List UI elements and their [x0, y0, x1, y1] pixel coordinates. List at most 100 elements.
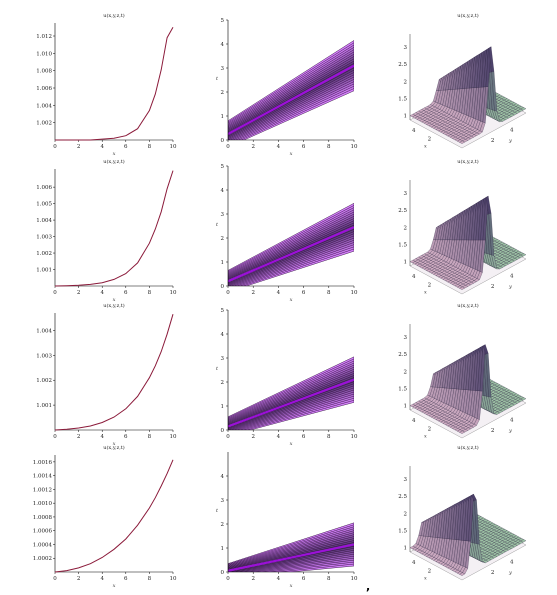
- x-tick-label: 2: [251, 434, 255, 440]
- y-tick-label: 1.001: [36, 268, 52, 274]
- y-tick-label: 3: [221, 66, 225, 72]
- y-tick-label: 1.0008: [33, 515, 53, 521]
- x-tick-label: 10: [170, 144, 177, 150]
- band-group: [228, 40, 354, 140]
- plot-title: u(x,y,z,t): [457, 12, 479, 19]
- band-group: [228, 356, 354, 430]
- x-tick-label: 4: [100, 576, 104, 582]
- y-tick-label: 1.0016: [33, 460, 53, 466]
- z-tick-label: 1.5: [398, 529, 407, 535]
- x-tick-label: 4: [277, 576, 281, 582]
- x-tick-label: 4: [277, 144, 281, 150]
- x-tick-label: 2: [428, 137, 432, 143]
- band-group: [228, 202, 354, 286]
- series-line-1: [54, 459, 174, 573]
- plot-title: u(x,y,z,t): [457, 158, 479, 165]
- y-tick-label: 1: [221, 546, 225, 552]
- y-axis-label: t: [216, 222, 219, 228]
- x-tick-label: 6: [124, 290, 128, 296]
- x-axis-label: x: [113, 441, 116, 447]
- x-tick-label: 10: [170, 434, 177, 440]
- z-tick-label: 1: [404, 546, 408, 552]
- x-tick-label: 2: [251, 290, 255, 296]
- x-tick-label: 2: [428, 427, 432, 433]
- y-tick-label: 5: [221, 18, 225, 24]
- y-tick-label: 0: [221, 570, 225, 576]
- x-tick-label: 2: [77, 576, 81, 582]
- plot-title: u(x,y,z,t): [103, 302, 125, 309]
- y-tick-label: 3: [221, 356, 225, 362]
- y-tick-label: 1.006: [36, 185, 52, 191]
- y-tick-label: 0: [221, 284, 225, 290]
- y-tick-label: 1.0002: [33, 556, 52, 562]
- y-tick-label: 1.012: [36, 34, 52, 40]
- x-tick-label: 0: [226, 434, 230, 440]
- contour-plot-1: 0 2 4 6 8 10 0 1 2 3 4 5 x t: [216, 18, 358, 157]
- y-axis-label: y: [508, 428, 512, 434]
- series-line-1: [54, 170, 174, 287]
- y-axis-label: t: [216, 76, 219, 82]
- y-axis-label: t: [216, 366, 219, 372]
- x-axis-label: x: [290, 583, 293, 589]
- x-tick-label: 8: [327, 434, 331, 440]
- y-tick-label: 4: [510, 128, 514, 134]
- y-tick-label: 1.006: [36, 86, 52, 92]
- x-tick-label: 8: [327, 290, 331, 296]
- x-tick-label: 4: [100, 144, 104, 150]
- series-line-1: [54, 314, 174, 431]
- y-tick-label: 3: [221, 498, 225, 504]
- x-tick-label: 6: [124, 576, 128, 582]
- x-tick-label: 4: [100, 434, 104, 440]
- z-tick-label: 1.5: [398, 97, 407, 103]
- y-tick-label: 1: [221, 114, 225, 120]
- x-tick-label: 10: [170, 290, 177, 296]
- z-tick-label: 3: [404, 45, 408, 51]
- bottom-mark: ,: [366, 580, 370, 593]
- y-tick-label: 4: [221, 474, 225, 480]
- x-tick-label: 0: [226, 144, 230, 150]
- y-tick-label: 1: [221, 404, 225, 410]
- z-tick-label: 2: [404, 369, 408, 375]
- plot-title: u(x,y,z,t): [103, 12, 125, 19]
- plot-title: u(x,y,z,t): [103, 158, 125, 165]
- contour-plot-3: 0 2 4 6 8 10 0 1 2 3 4 5 x t: [216, 308, 358, 447]
- line-plot-2: u(x,y,z,t) 0 2 4 6 8 10 1.001 1.002 1.003 1.004 1.0…: [36, 158, 177, 303]
- x-axis-label: x: [113, 151, 116, 157]
- x-tick-label: 4: [277, 434, 281, 440]
- z-tick-label: 1: [404, 404, 408, 410]
- z-tick-label: 2.5: [398, 208, 407, 214]
- y-tick-label: 4: [221, 332, 225, 338]
- y-tick-label: 2: [221, 522, 225, 528]
- x-tick-label: 2: [251, 576, 255, 582]
- series-line-1: [55, 27, 174, 141]
- surface-plot-1: u(x,y,z,t) 1 1.5 2 2.5 3 2 4 2 4 x y: [398, 12, 527, 150]
- x-tick-label: 2: [77, 434, 81, 440]
- z-tick-label: 3: [404, 191, 408, 197]
- z-tick-label: 2: [404, 225, 408, 231]
- x-tick-label: 0: [226, 290, 230, 296]
- contour-core: [228, 543, 354, 572]
- y-tick-label: 2: [491, 428, 495, 434]
- y-tick-label: 1.010: [36, 51, 52, 57]
- z-tick-label: 2: [404, 79, 408, 85]
- z-tick-label: 3: [404, 335, 408, 341]
- y-tick-label: 1.004: [36, 218, 52, 224]
- z-tick-label: 2.5: [398, 494, 407, 500]
- x-tick-label: 8: [148, 144, 152, 150]
- x-tick-label: 2: [251, 144, 255, 150]
- y-tick-label: 0: [221, 138, 225, 144]
- line-plot-3: u(x,y,z,t) 0 2 4 6 8 10 1.001 1.002 1.003 1.004 x: [36, 302, 177, 447]
- z-tick-label: 2.5: [398, 62, 407, 68]
- band-group: [228, 522, 354, 572]
- x-tick-label: 0: [53, 290, 57, 296]
- surface-facet: [520, 253, 527, 257]
- y-tick-label: 1.0010: [33, 501, 53, 507]
- x-tick-label: 8: [148, 576, 152, 582]
- x-tick-label: 10: [351, 434, 358, 440]
- x-tick-label: 4: [100, 290, 104, 296]
- z-tick-label: 1: [404, 114, 408, 120]
- z-tick-label: 1.5: [398, 387, 407, 393]
- x-tick-label: 10: [351, 290, 358, 296]
- y-tick-label: 1.002: [36, 251, 52, 257]
- x-tick-label: 8: [148, 290, 152, 296]
